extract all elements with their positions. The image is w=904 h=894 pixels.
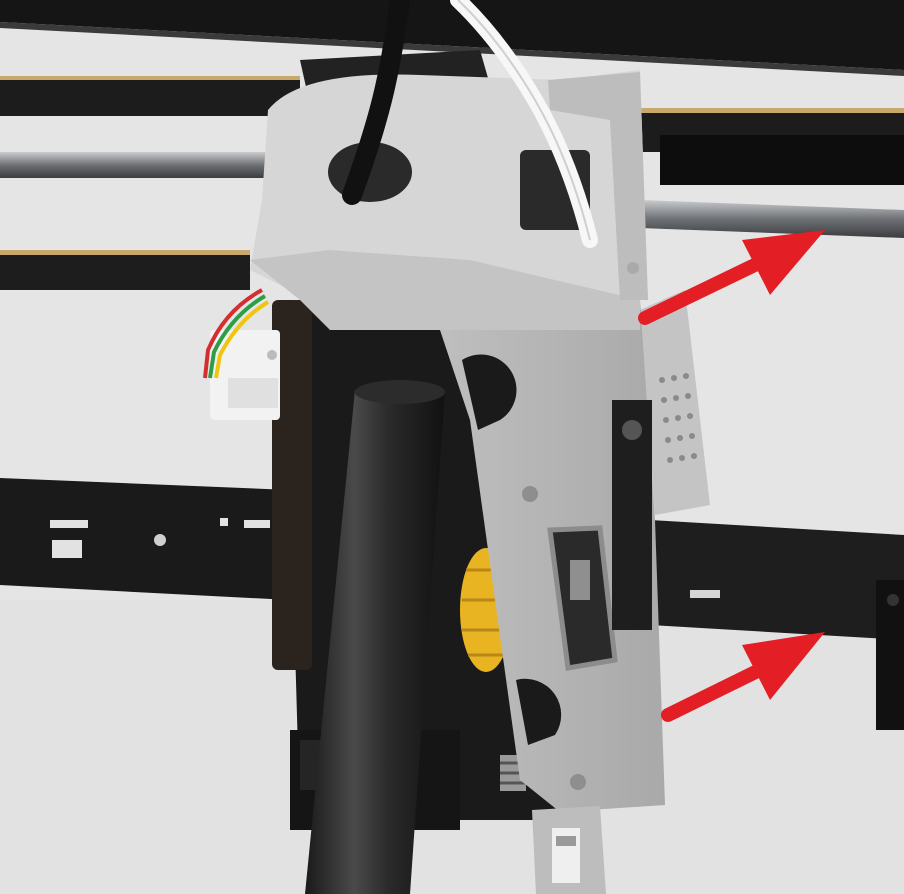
rail-end-screw — [887, 594, 899, 606]
wire-red — [203, 288, 263, 379]
wire-green — [208, 294, 266, 379]
upper-rod-left — [0, 152, 290, 178]
housing-screw-bottom — [570, 774, 586, 790]
cutout-upper — [462, 354, 517, 430]
upper-arrow — [638, 230, 825, 325]
upper-belt-left — [0, 76, 300, 116]
connector-latch — [228, 378, 278, 408]
top-frame — [0, 0, 904, 70]
side-mechanism-hub — [622, 420, 642, 440]
top-cap-screw — [627, 262, 639, 274]
rail-slot-1 — [50, 520, 88, 528]
upper-belt-right-teeth — [640, 108, 904, 113]
rail-slot-4 — [244, 520, 270, 528]
white-filament-edge — [457, 0, 591, 241]
mid-belt-left — [0, 250, 250, 290]
top-frame-lip — [0, 22, 904, 76]
connector-screw — [267, 350, 277, 360]
window-frame — [547, 525, 618, 671]
rail-slot-2 — [52, 540, 82, 558]
window-spring — [570, 560, 590, 600]
top-cap-shadow — [250, 250, 640, 330]
upper-belt-left-teeth — [0, 76, 300, 80]
upper-rod-right — [640, 200, 904, 238]
bottom-bracket-clip — [556, 836, 576, 846]
top-cap-rim — [548, 72, 648, 300]
lower-rail-right — [650, 520, 904, 640]
side-plate — [272, 300, 312, 670]
lower-arrow — [661, 632, 825, 722]
filament-tube — [305, 390, 445, 894]
tube-top — [355, 380, 445, 404]
mid-belt-left-teeth — [0, 250, 250, 255]
black-cable — [342, 0, 410, 205]
cutout-lower — [516, 678, 562, 745]
housing-cover — [330, 300, 665, 812]
wire-yellow — [214, 300, 270, 379]
perforation-dots — [659, 373, 697, 463]
rail-hole — [154, 534, 166, 546]
perforated-plate — [640, 290, 710, 515]
rail-slot-3 — [220, 518, 228, 526]
housing-screw-top — [522, 486, 538, 502]
upper-belt-right-ridges — [660, 135, 904, 185]
rail-right-slot — [690, 590, 720, 598]
lower-rail-left — [0, 478, 290, 600]
